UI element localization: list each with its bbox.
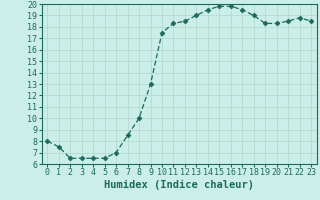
X-axis label: Humidex (Indice chaleur): Humidex (Indice chaleur) <box>104 180 254 190</box>
